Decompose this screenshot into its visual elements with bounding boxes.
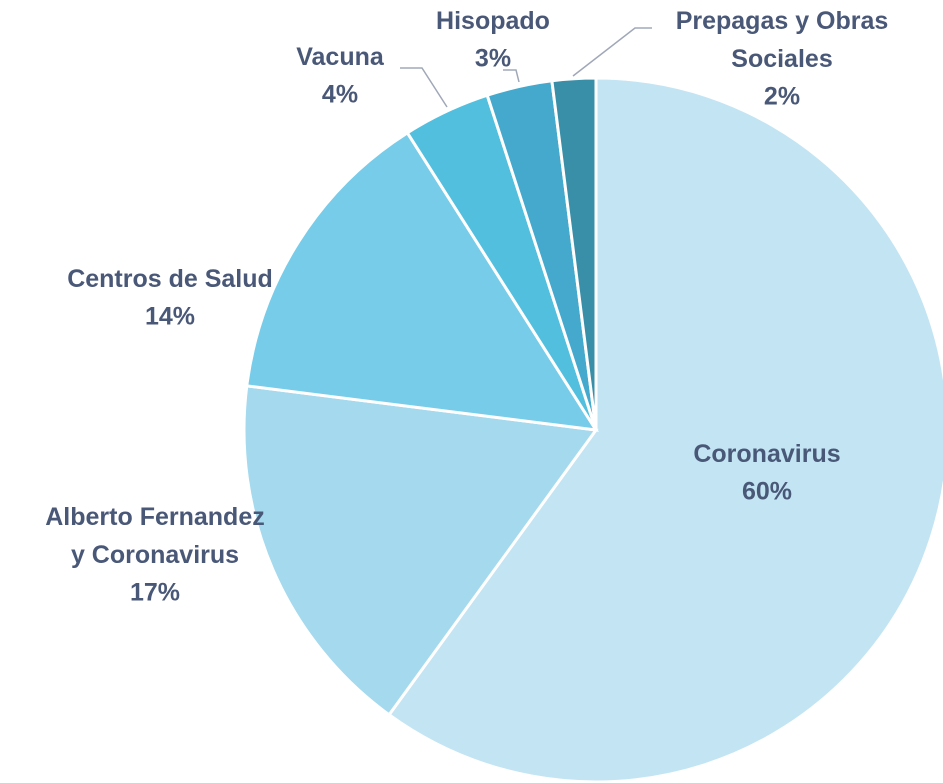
slice-label: Vacuna bbox=[296, 43, 385, 71]
slice-label: Centros de Salud bbox=[67, 265, 273, 293]
leader-line bbox=[503, 69, 520, 83]
label-line: Centros de Salud bbox=[67, 265, 273, 293]
slice bbox=[550, 76, 598, 431]
slice-label: Prepagas y Obras Sociales bbox=[676, 7, 889, 73]
leader-line bbox=[572, 27, 652, 77]
label-line: y Coronavirus bbox=[71, 541, 239, 569]
slice bbox=[387, 76, 943, 783]
leader-line bbox=[400, 67, 448, 108]
slices bbox=[242, 76, 943, 783]
value-label: 4% bbox=[322, 81, 358, 109]
value-label: 3% bbox=[475, 45, 511, 73]
slice-label: Coronavirus bbox=[693, 440, 840, 468]
label-line: Hisopado bbox=[436, 7, 550, 35]
value-label: 2% bbox=[764, 83, 800, 111]
label-line: Sociales bbox=[731, 45, 832, 73]
value-label: 17% bbox=[130, 579, 180, 607]
value-label: 60% bbox=[742, 478, 792, 506]
slice bbox=[242, 384, 599, 717]
slice bbox=[245, 130, 599, 432]
label-line: Coronavirus bbox=[693, 440, 840, 468]
slice-label: Alberto Fernandez y Coronavirus bbox=[45, 503, 264, 569]
slice-label: Hisopado bbox=[436, 7, 550, 35]
label-line: Vacuna bbox=[296, 43, 385, 71]
value-label: 14% bbox=[145, 303, 195, 331]
label-line: Alberto Fernandez bbox=[45, 503, 264, 531]
label-line: Prepagas y Obras bbox=[676, 7, 889, 35]
leader-lines bbox=[400, 27, 652, 108]
